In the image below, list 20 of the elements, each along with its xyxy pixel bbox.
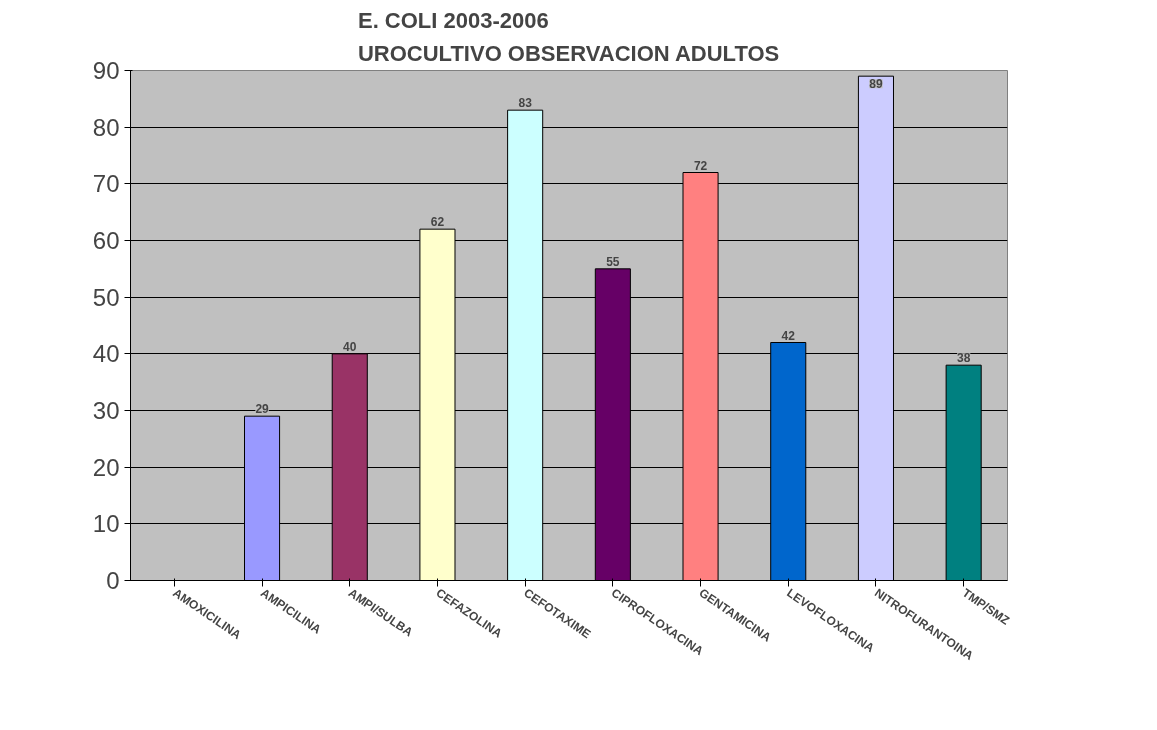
- y-tick-label: 90: [92, 57, 120, 84]
- y-tick-label: 20: [92, 453, 120, 481]
- y-tick-label: 60: [92, 227, 120, 254]
- y-tick-label: 10: [92, 510, 120, 538]
- data-label: 89: [869, 77, 883, 92]
- data-label: 29: [255, 402, 270, 417]
- y-tick-label: 40: [92, 340, 120, 368]
- y-tick-label: 50: [92, 283, 120, 311]
- data-label: 83: [518, 96, 533, 111]
- y-tick-label: 30: [92, 397, 120, 424]
- data-label: 72: [693, 158, 708, 173]
- chart-title: E. COLI 2003-2006 UROCULTIVO OBSERVACION ADULTOS: [357, 8, 780, 66]
- data-label: 38: [956, 351, 971, 366]
- data-label: 62: [430, 215, 445, 230]
- data-label: 55: [606, 254, 620, 269]
- y-tick-label: 70: [92, 170, 120, 198]
- y-tick-label: 0: [106, 567, 120, 594]
- y-tick-label: 80: [92, 113, 120, 141]
- data-label: 42: [781, 328, 796, 343]
- data-label: 40: [343, 339, 357, 354]
